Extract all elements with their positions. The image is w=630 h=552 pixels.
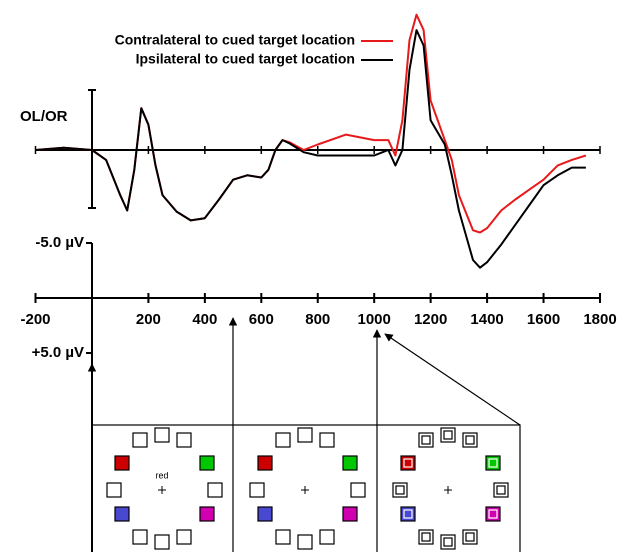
stimulus-square bbox=[418, 432, 434, 448]
stimulus-inner bbox=[421, 532, 431, 542]
stimulus-square bbox=[485, 506, 501, 522]
stimulus-inner bbox=[421, 435, 431, 445]
stimulus-square bbox=[440, 427, 456, 443]
stimulus-square bbox=[319, 432, 335, 448]
stimulus-inner bbox=[403, 458, 413, 468]
x-tick-label: 200 bbox=[136, 311, 161, 328]
stimulus-square bbox=[350, 482, 366, 498]
stimulus-square bbox=[297, 534, 313, 550]
stimulus-square bbox=[319, 529, 335, 545]
stimulus-panels: red bbox=[91, 317, 521, 552]
stimulus-square bbox=[418, 529, 434, 545]
stimulus-square bbox=[493, 482, 509, 498]
x-tick-label: 600 bbox=[249, 311, 274, 328]
legend-label: Ipsilateral to cued target location bbox=[136, 51, 355, 67]
stimulus-square bbox=[176, 529, 192, 545]
stimulus-square bbox=[114, 506, 130, 522]
y-label: OL/OR bbox=[20, 108, 68, 125]
x-tick-label: 400 bbox=[192, 311, 217, 328]
stimulus-inner bbox=[465, 435, 475, 445]
stimulus-inner bbox=[465, 532, 475, 542]
stimulus-square bbox=[257, 506, 273, 522]
stimulus-square bbox=[462, 529, 478, 545]
arrow bbox=[384, 333, 521, 426]
series-line bbox=[35, 29, 586, 269]
stimulus-inner bbox=[488, 509, 498, 519]
stimulus-square bbox=[114, 455, 130, 471]
stimulus-inner bbox=[443, 537, 453, 547]
stimulus-square bbox=[275, 432, 291, 448]
cue-word: red bbox=[155, 470, 168, 480]
stimulus-square bbox=[400, 506, 416, 522]
legend-label: Contralateral to cued target location bbox=[115, 32, 355, 48]
y-tick-label: -5.0 µV bbox=[35, 234, 84, 251]
stimulus-inner bbox=[403, 509, 413, 519]
stimulus-square bbox=[154, 534, 170, 550]
stimulus-square bbox=[342, 455, 358, 471]
stimulus-square bbox=[207, 482, 223, 498]
stimulus-inner bbox=[488, 458, 498, 468]
stimulus-square bbox=[297, 427, 313, 443]
stimulus-inner bbox=[496, 485, 506, 495]
stimulus-square bbox=[257, 455, 273, 471]
stimulus-square bbox=[106, 482, 122, 498]
stimulus-square bbox=[462, 432, 478, 448]
x-tick-label: 1600 bbox=[527, 311, 560, 328]
x-tick-label: 1000 bbox=[358, 311, 391, 328]
x-tick-label: 1800 bbox=[583, 311, 616, 328]
stimulus-square bbox=[199, 455, 215, 471]
stimulus-square bbox=[392, 482, 408, 498]
stimulus-square bbox=[400, 455, 416, 471]
stimulus-inner bbox=[443, 430, 453, 440]
stimulus-square bbox=[485, 455, 501, 471]
stimulus-square bbox=[342, 506, 358, 522]
y-tick-label: +5.0 µV bbox=[32, 344, 84, 361]
x-tick-label: 800 bbox=[305, 311, 330, 328]
stimulus-square bbox=[176, 432, 192, 448]
stimulus-square bbox=[275, 529, 291, 545]
stimulus-square bbox=[132, 432, 148, 448]
stimulus-inner bbox=[395, 485, 405, 495]
stimulus-square bbox=[199, 506, 215, 522]
stimulus-square bbox=[154, 427, 170, 443]
panel-frame bbox=[91, 424, 521, 552]
stimulus-square bbox=[440, 534, 456, 550]
x-tick-label: 1200 bbox=[414, 311, 447, 328]
stimulus-square bbox=[132, 529, 148, 545]
x-tick-label: -200 bbox=[20, 311, 50, 328]
x-tick-label: 1400 bbox=[470, 311, 503, 328]
stimulus-square bbox=[249, 482, 265, 498]
